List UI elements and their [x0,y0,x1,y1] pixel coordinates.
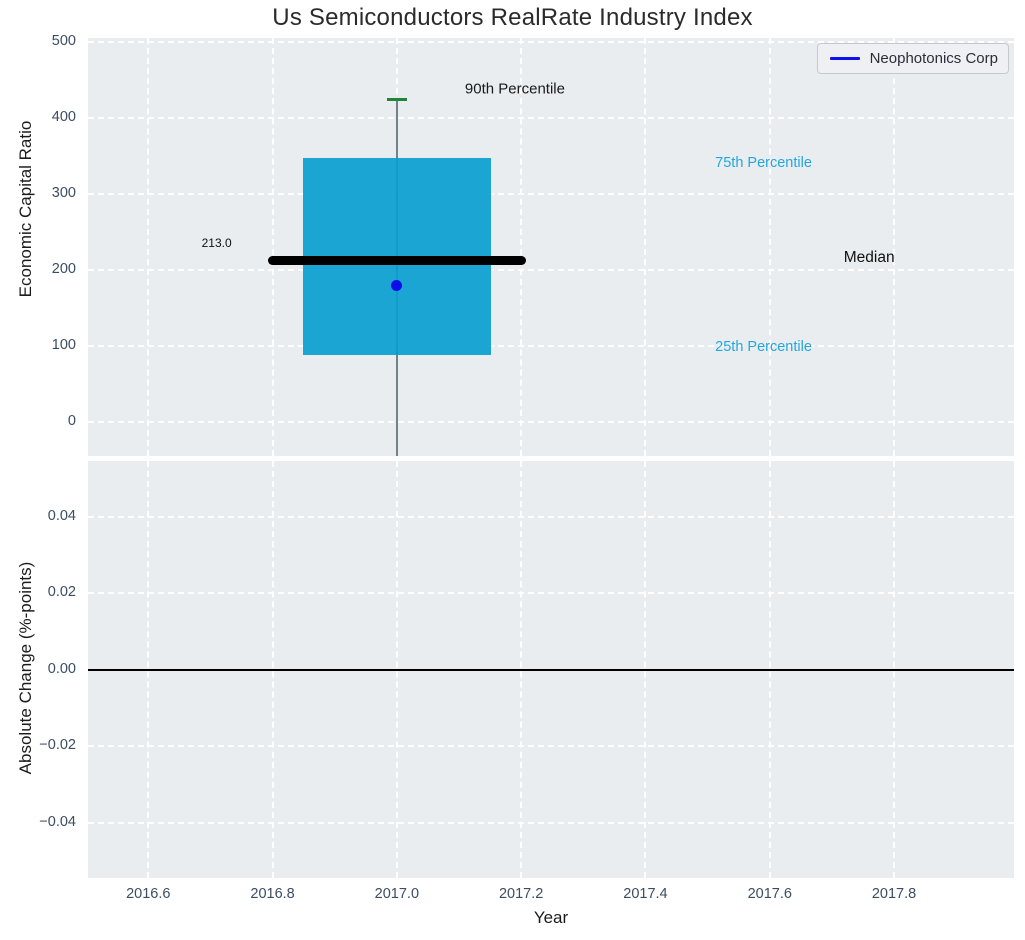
median-line [267,255,527,265]
x-tick-label: 2017.4 [623,886,668,902]
x-tick-label: 2016.6 [126,886,171,902]
y-tick-label: 300 [51,185,76,202]
gridline [88,421,1014,424]
annotation-213-0: 213.0 [201,235,232,250]
chart-title: Us Semiconductors RealRate Industry Inde… [272,4,753,31]
gridline [88,41,1014,44]
gridline [893,38,896,456]
gridline [88,821,1014,824]
gridline [88,345,1014,348]
y-tick-label: 400 [51,109,76,126]
x-tick-label: 2017.6 [747,886,792,902]
company-data-point [391,279,403,291]
x-tick-label: 2017.8 [871,886,917,902]
y-tick-label: 0.00 [47,660,76,677]
gridline [644,38,647,456]
bottom-axes [88,461,1014,878]
top-y-axis-label: Economic Capital Ratio [16,120,35,298]
y-tick-label: 0.04 [47,507,76,524]
annotation-median: Median [843,248,895,266]
gridline [88,515,1014,518]
gridline [271,38,274,456]
x-tick-label: 2017.0 [374,886,420,902]
annotation-90th-percentile: 90th Percentile [464,80,565,98]
p90-whisker-cap [386,97,407,101]
legend-label: Neophotonics Corp [869,50,998,67]
y-tick-label: 200 [51,261,76,278]
y-tick-label: 500 [51,33,76,50]
x-tick-label: 2016.8 [250,886,295,902]
y-tick-label: 0.02 [47,584,76,601]
annotation-75th-percentile: 75th Percentile [715,154,812,171]
annotation-25th-percentile: 25th Percentile [715,338,812,355]
y-tick-label: −0.04 [39,813,76,830]
gridline [768,38,771,456]
legend: Neophotonics Corp [816,43,1009,74]
legend-line-sample [829,57,860,60]
gridline [88,269,1014,272]
gridline [88,745,1014,748]
gridline [520,38,523,456]
x-tick-label: 2017.2 [498,886,544,902]
gridline [147,38,150,456]
top-axes: 90th Percentile 75th Percentile Median 25th… [88,38,1014,456]
y-tick-label: −0.02 [39,737,76,754]
y-tick-label: 0 [67,413,76,430]
zero-change-line [88,668,1014,671]
x-axis-label: Year [533,908,569,927]
gridline [88,117,1014,120]
y-tick-label: 100 [51,337,76,354]
gridline [88,193,1014,196]
gridline [88,592,1014,595]
bottom-y-axis-label: Absolute Change (%-points) [16,561,35,774]
